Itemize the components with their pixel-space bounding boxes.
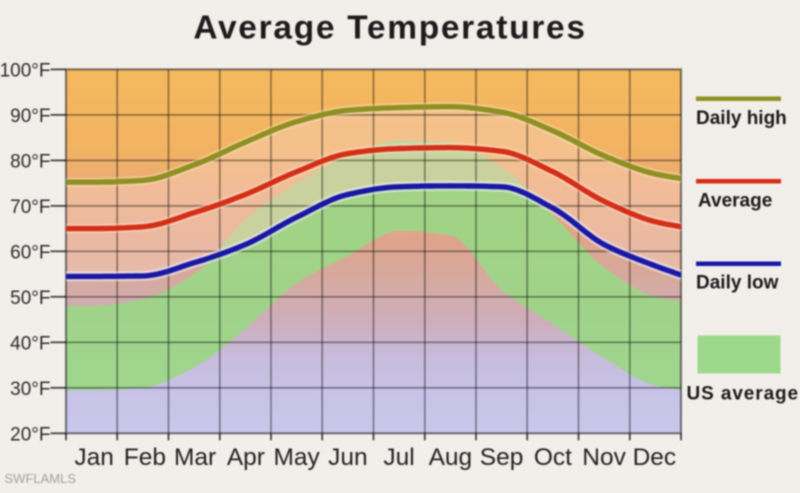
svg-text:30°F: 30°F	[10, 379, 50, 400]
svg-text:Nov: Nov	[582, 444, 626, 471]
svg-text:Oct: Oct	[534, 444, 572, 471]
svg-text:Jun: Jun	[328, 444, 368, 471]
svg-text:Feb: Feb	[124, 444, 166, 471]
svg-text:20°F: 20°F	[10, 424, 50, 445]
svg-text:80°F: 80°F	[10, 151, 50, 172]
svg-text:Apr: Apr	[227, 444, 265, 471]
svg-text:Jan: Jan	[74, 444, 114, 471]
svg-text:50°F: 50°F	[10, 288, 50, 309]
svg-text:Daily low: Daily low	[696, 273, 779, 294]
svg-text:70°F: 70°F	[10, 197, 50, 218]
svg-text:90°F: 90°F	[10, 106, 50, 127]
svg-text:Sep: Sep	[480, 444, 524, 471]
svg-text:Mar: Mar	[174, 444, 216, 471]
svg-text:60°F: 60°F	[10, 242, 50, 263]
svg-text:US average: US average	[687, 384, 800, 405]
svg-text:40°F: 40°F	[10, 333, 50, 354]
svg-text:SWFLAMLS: SWFLAMLS	[5, 471, 77, 486]
svg-text:Average: Average	[698, 191, 772, 212]
svg-text:Jul: Jul	[383, 444, 414, 471]
svg-text:Aug: Aug	[429, 444, 473, 471]
svg-text:100°F: 100°F	[0, 60, 51, 81]
svg-text:Average Temperatures: Average Temperatures	[193, 10, 586, 47]
svg-text:Dec: Dec	[633, 444, 677, 471]
svg-text:May: May	[273, 444, 320, 471]
svg-text:Daily high: Daily high	[696, 108, 787, 129]
